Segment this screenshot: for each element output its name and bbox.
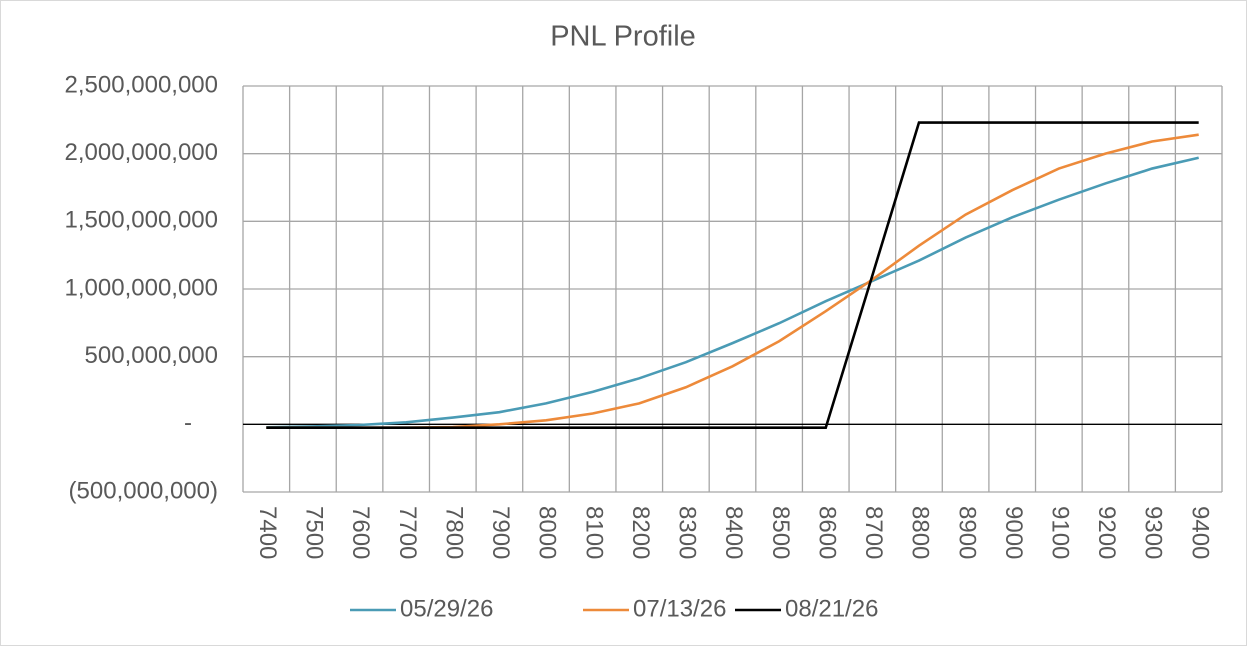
- legend-label: 07/13/26: [633, 595, 726, 622]
- x-tick-label: 7500: [301, 506, 328, 559]
- y-tick-label: 2,000,000,000: [65, 139, 218, 166]
- x-tick-label: 8900: [953, 506, 980, 559]
- x-tick-label: 7800: [440, 506, 467, 559]
- legend: 05/29/26 07/13/26 08/21/26: [350, 595, 878, 622]
- x-tick-label: 9400: [1186, 506, 1213, 559]
- x-tick-label: 8300: [674, 506, 701, 559]
- series-line: [266, 121, 1199, 430]
- x-tick-label: 8500: [767, 506, 794, 559]
- x-tick-label: 8400: [720, 506, 747, 559]
- x-tick-label: 7400: [254, 506, 281, 559]
- legend-label: 05/29/26: [400, 595, 493, 622]
- x-tick-label: 8200: [627, 506, 654, 559]
- x-tick-label: 9100: [1046, 506, 1073, 559]
- y-tick-label: -: [184, 410, 192, 437]
- legend-label: 08/21/26: [785, 595, 878, 622]
- x-tick-label: 8800: [907, 506, 934, 559]
- x-tick-label: 8700: [860, 506, 887, 559]
- x-tick-label: 7900: [487, 506, 514, 559]
- y-tick-label: 1,000,000,000: [65, 274, 218, 301]
- x-tick-label: 8100: [580, 506, 607, 559]
- x-tick-label: 8000: [534, 506, 561, 559]
- x-tick-label: 7700: [394, 506, 421, 559]
- x-tick-label: 9200: [1093, 506, 1120, 559]
- series-line: [266, 156, 1199, 429]
- y-tick-label: (500,000,000): [69, 477, 218, 504]
- y-tick-label: 1,500,000,000: [65, 207, 218, 234]
- y-tick-label: 2,500,000,000: [65, 71, 218, 98]
- x-tick-label: 7600: [347, 506, 374, 559]
- x-tick-label: 9300: [1140, 506, 1167, 559]
- x-tick-label: 9000: [1000, 506, 1027, 559]
- chart-title: PNL Profile: [550, 21, 696, 53]
- x-tick-label: 8600: [813, 506, 840, 559]
- y-tick-label: 500,000,000: [85, 342, 218, 369]
